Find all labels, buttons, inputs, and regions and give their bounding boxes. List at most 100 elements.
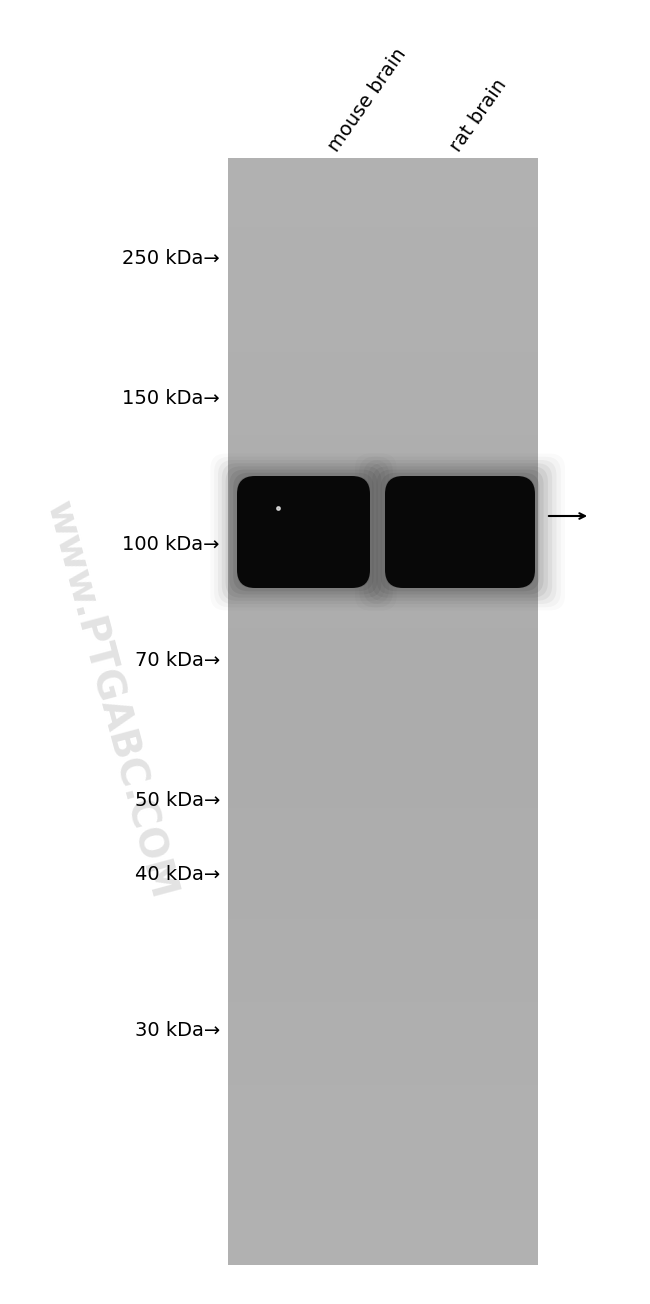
Bar [228, 532, 538, 545]
Bar [228, 269, 538, 283]
Bar [228, 601, 538, 614]
Bar [228, 643, 538, 656]
Bar [228, 172, 538, 185]
Text: 40 kDa→: 40 kDa→ [135, 865, 220, 884]
Bar [228, 490, 538, 503]
Bar [228, 1168, 538, 1181]
Bar [228, 974, 538, 988]
Bar [228, 379, 538, 394]
Bar [228, 545, 538, 559]
Bar [228, 352, 538, 365]
Bar [228, 1030, 538, 1043]
Bar [228, 254, 538, 269]
Bar [228, 338, 538, 352]
Bar [228, 629, 538, 643]
Bar [228, 365, 538, 379]
Bar [228, 988, 538, 1001]
Bar [228, 241, 538, 254]
FancyBboxPatch shape [376, 469, 543, 595]
Bar [228, 421, 538, 434]
Bar [228, 1085, 538, 1099]
Bar [228, 1043, 538, 1058]
Bar [228, 503, 538, 518]
Bar [228, 683, 538, 698]
FancyBboxPatch shape [372, 467, 548, 597]
Bar [228, 1016, 538, 1030]
Bar [228, 767, 538, 781]
Bar [228, 587, 538, 601]
Bar [228, 449, 538, 463]
Bar [228, 394, 538, 407]
Bar [228, 892, 538, 905]
Bar [228, 670, 538, 683]
Text: 100 kDa→: 100 kDa→ [122, 536, 220, 554]
Bar [228, 878, 538, 892]
Bar [228, 712, 538, 725]
Bar [228, 1181, 538, 1196]
Text: www.PTGABC.COM: www.PTGABC.COM [38, 497, 181, 904]
Text: 30 kDa→: 30 kDa→ [135, 1021, 220, 1039]
Bar [228, 961, 538, 974]
Bar [228, 407, 538, 421]
Text: 50 kDa→: 50 kDa→ [135, 790, 220, 810]
Bar [228, 808, 538, 823]
FancyBboxPatch shape [229, 469, 378, 595]
Bar [228, 283, 538, 296]
FancyBboxPatch shape [222, 463, 385, 601]
Bar [228, 1237, 538, 1251]
Text: 70 kDa→: 70 kDa→ [135, 651, 220, 669]
Bar [228, 932, 538, 947]
Bar [228, 725, 538, 739]
Bar [228, 559, 538, 574]
FancyBboxPatch shape [368, 463, 552, 601]
Bar [228, 656, 538, 670]
Text: rat brain: rat brain [447, 76, 510, 155]
FancyBboxPatch shape [237, 476, 370, 588]
Text: mouse brain: mouse brain [324, 44, 410, 155]
Bar [228, 1001, 538, 1016]
Bar [228, 185, 538, 200]
Bar [228, 850, 538, 863]
FancyBboxPatch shape [226, 467, 382, 597]
Bar [228, 476, 538, 490]
Bar [228, 794, 538, 808]
Bar [228, 614, 538, 629]
Bar [228, 158, 538, 172]
FancyBboxPatch shape [233, 473, 374, 591]
Bar [228, 1127, 538, 1141]
Bar [228, 1112, 538, 1127]
Bar [228, 863, 538, 878]
Bar [228, 227, 538, 241]
Bar [228, 1196, 538, 1210]
Text: 250 kDa→: 250 kDa→ [122, 249, 220, 267]
Text: 150 kDa→: 150 kDa→ [122, 389, 220, 407]
Bar [228, 739, 538, 752]
FancyBboxPatch shape [237, 476, 370, 588]
Bar [228, 310, 538, 325]
Bar [228, 296, 538, 310]
Bar [228, 325, 538, 338]
Bar [228, 836, 538, 850]
Bar [228, 1058, 538, 1072]
Bar [228, 1072, 538, 1085]
Bar [228, 1210, 538, 1223]
Bar [228, 905, 538, 919]
Bar [228, 434, 538, 449]
Bar [228, 1251, 538, 1265]
Bar [228, 752, 538, 767]
Bar [228, 518, 538, 532]
FancyBboxPatch shape [385, 476, 535, 588]
Bar [228, 1154, 538, 1168]
FancyBboxPatch shape [381, 473, 540, 591]
Bar [228, 200, 538, 214]
Bar [228, 1099, 538, 1112]
Bar [228, 574, 538, 587]
Bar [228, 214, 538, 227]
Bar [228, 1223, 538, 1237]
Bar [228, 781, 538, 794]
Bar [228, 823, 538, 836]
FancyBboxPatch shape [385, 476, 535, 588]
Bar [228, 919, 538, 932]
Bar [228, 463, 538, 476]
Bar [228, 1141, 538, 1154]
